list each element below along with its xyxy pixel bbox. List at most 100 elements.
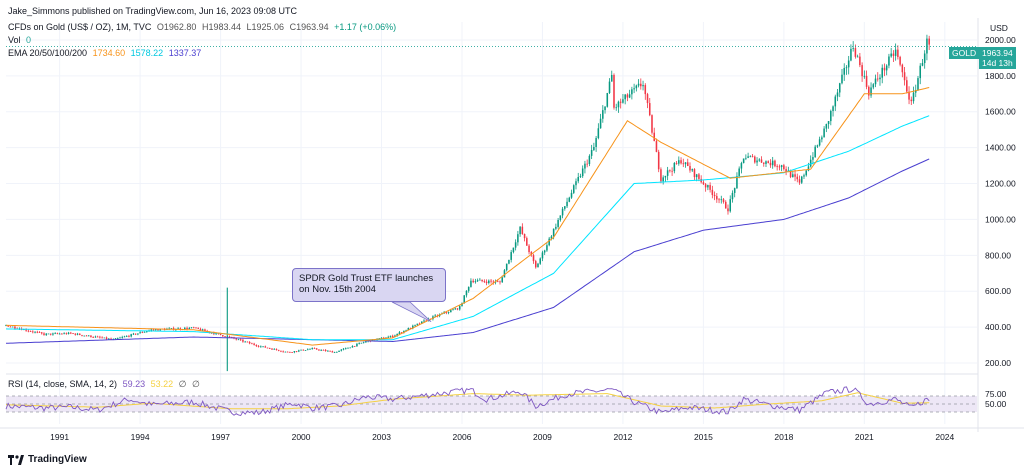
- candle[interactable]: [358, 342, 360, 345]
- candle[interactable]: [246, 341, 249, 343]
- candle[interactable]: [534, 259, 537, 269]
- candle[interactable]: [776, 164, 778, 171]
- candle[interactable]: [872, 83, 875, 90]
- candle[interactable]: [724, 200, 727, 209]
- candle[interactable]: [749, 155, 752, 158]
- candle[interactable]: [286, 351, 289, 353]
- candle[interactable]: [834, 94, 837, 111]
- candle[interactable]: [644, 83, 647, 100]
- candle[interactable]: [275, 348, 278, 351]
- candle[interactable]: [863, 70, 866, 79]
- candle[interactable]: [125, 335, 128, 338]
- candle[interactable]: [114, 337, 117, 340]
- candle[interactable]: [11, 326, 14, 328]
- candle[interactable]: [662, 175, 664, 185]
- candle[interactable]: [490, 278, 492, 284]
- candle[interactable]: [615, 103, 618, 111]
- candle[interactable]: [27, 329, 30, 333]
- candle[interactable]: [917, 75, 919, 92]
- candle[interactable]: [170, 327, 173, 329]
- candle[interactable]: [190, 327, 193, 329]
- candle[interactable]: [729, 195, 732, 213]
- candle[interactable]: [572, 184, 575, 195]
- candle[interactable]: [814, 144, 816, 158]
- candle[interactable]: [682, 158, 685, 168]
- candle[interactable]: [239, 338, 242, 341]
- candle[interactable]: [242, 338, 244, 343]
- candle[interactable]: [845, 65, 848, 75]
- candle[interactable]: [675, 161, 678, 165]
- candle[interactable]: [812, 152, 814, 165]
- candle[interactable]: [445, 312, 448, 315]
- candle[interactable]: [762, 162, 765, 167]
- candle[interactable]: [472, 278, 474, 284]
- candle[interactable]: [689, 162, 691, 173]
- candle[interactable]: [32, 330, 34, 334]
- candle[interactable]: [34, 331, 36, 334]
- candle[interactable]: [881, 64, 884, 84]
- candle[interactable]: [709, 182, 711, 193]
- candle[interactable]: [72, 333, 74, 335]
- candle[interactable]: [713, 191, 716, 201]
- candle[interactable]: [874, 74, 877, 88]
- candle[interactable]: [861, 62, 863, 82]
- candle[interactable]: [593, 142, 595, 152]
- candle[interactable]: [461, 302, 463, 307]
- candle[interactable]: [660, 167, 662, 184]
- candle[interactable]: [260, 345, 262, 348]
- candle[interactable]: [838, 82, 841, 98]
- candle[interactable]: [619, 98, 622, 109]
- candle[interactable]: [110, 337, 112, 340]
- candle[interactable]: [47, 333, 50, 335]
- candle[interactable]: [771, 156, 774, 169]
- candle[interactable]: [188, 326, 191, 330]
- candle[interactable]: [277, 349, 280, 352]
- candle[interactable]: [470, 278, 472, 288]
- candle[interactable]: [517, 230, 519, 246]
- candle[interactable]: [923, 50, 926, 69]
- rsi-line[interactable]: [5, 386, 930, 417]
- candle[interactable]: [908, 86, 910, 105]
- candle[interactable]: [315, 347, 318, 350]
- candle[interactable]: [704, 182, 707, 192]
- candle[interactable]: [130, 333, 132, 338]
- candle[interactable]: [767, 160, 770, 164]
- candle[interactable]: [847, 55, 850, 75]
- candle[interactable]: [514, 239, 517, 251]
- candle[interactable]: [588, 154, 591, 167]
- candle[interactable]: [617, 100, 620, 113]
- candle[interactable]: [640, 78, 642, 90]
- candle[interactable]: [302, 349, 305, 351]
- candle[interactable]: [928, 35, 930, 51]
- candle[interactable]: [778, 164, 781, 171]
- candle[interactable]: [691, 168, 694, 173]
- candle[interactable]: [67, 331, 70, 335]
- candle[interactable]: [465, 290, 468, 298]
- candle[interactable]: [702, 180, 705, 185]
- candle[interactable]: [63, 332, 65, 335]
- candle[interactable]: [903, 66, 906, 86]
- candle[interactable]: [613, 73, 615, 110]
- candle[interactable]: [177, 327, 179, 330]
- candle[interactable]: [642, 80, 644, 91]
- candle[interactable]: [351, 345, 354, 348]
- candle[interactable]: [546, 243, 548, 252]
- candle[interactable]: [266, 347, 269, 349]
- candle[interactable]: [885, 64, 888, 76]
- candle[interactable]: [816, 144, 819, 149]
- candle[interactable]: [716, 193, 718, 203]
- candle[interactable]: [521, 223, 524, 235]
- candle[interactable]: [894, 43, 897, 61]
- candle[interactable]: [336, 351, 338, 353]
- candle[interactable]: [195, 326, 197, 329]
- candle[interactable]: [481, 279, 483, 283]
- tradingview-logo[interactable]: TradingView: [8, 454, 87, 465]
- candle[interactable]: [273, 348, 276, 350]
- candle[interactable]: [606, 92, 609, 108]
- candle[interactable]: [222, 334, 224, 337]
- candle[interactable]: [74, 333, 77, 336]
- candle[interactable]: [548, 236, 550, 247]
- candle[interactable]: [56, 332, 59, 335]
- candle[interactable]: [785, 166, 787, 176]
